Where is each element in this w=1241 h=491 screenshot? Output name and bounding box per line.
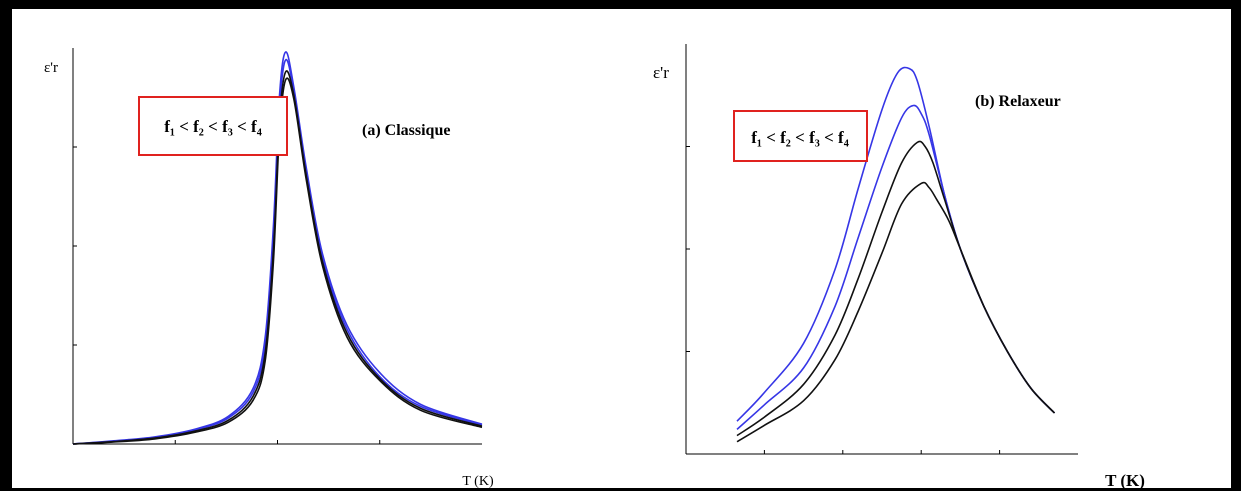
x-axis-label: T (K) bbox=[1105, 471, 1145, 490]
x-ticks bbox=[174, 440, 381, 444]
legend-box bbox=[733, 110, 868, 162]
chart-title: (b) Relaxeur bbox=[975, 93, 1061, 110]
x-axis-label: T (K) bbox=[462, 474, 494, 489]
series-line-4 bbox=[736, 181, 1056, 443]
y-axis-label: ε'r bbox=[653, 63, 669, 82]
legend-text: f₁ < f₂ < f₃ < f₄ bbox=[164, 117, 262, 136]
panel-relaxeur: ε'r T (K) f₁ < f₂ < f₃ < f₄ (b) Relaxeur bbox=[653, 44, 1145, 490]
y-ticks bbox=[686, 146, 690, 352]
chart-title: (a) Classique bbox=[362, 122, 450, 139]
panel-classique: ε'r T (K) f₁ < f₂ < f₃ < f₄ (a) Classiqu… bbox=[44, 48, 494, 489]
x-ticks bbox=[763, 450, 1001, 454]
legend-text: f₁ < f₂ < f₃ < f₄ bbox=[751, 128, 849, 147]
y-ticks bbox=[73, 146, 77, 346]
curves bbox=[736, 66, 1056, 443]
series-line-3 bbox=[736, 140, 1056, 437]
legend-box bbox=[138, 96, 288, 156]
y-axis-label: ε'r bbox=[44, 60, 58, 76]
